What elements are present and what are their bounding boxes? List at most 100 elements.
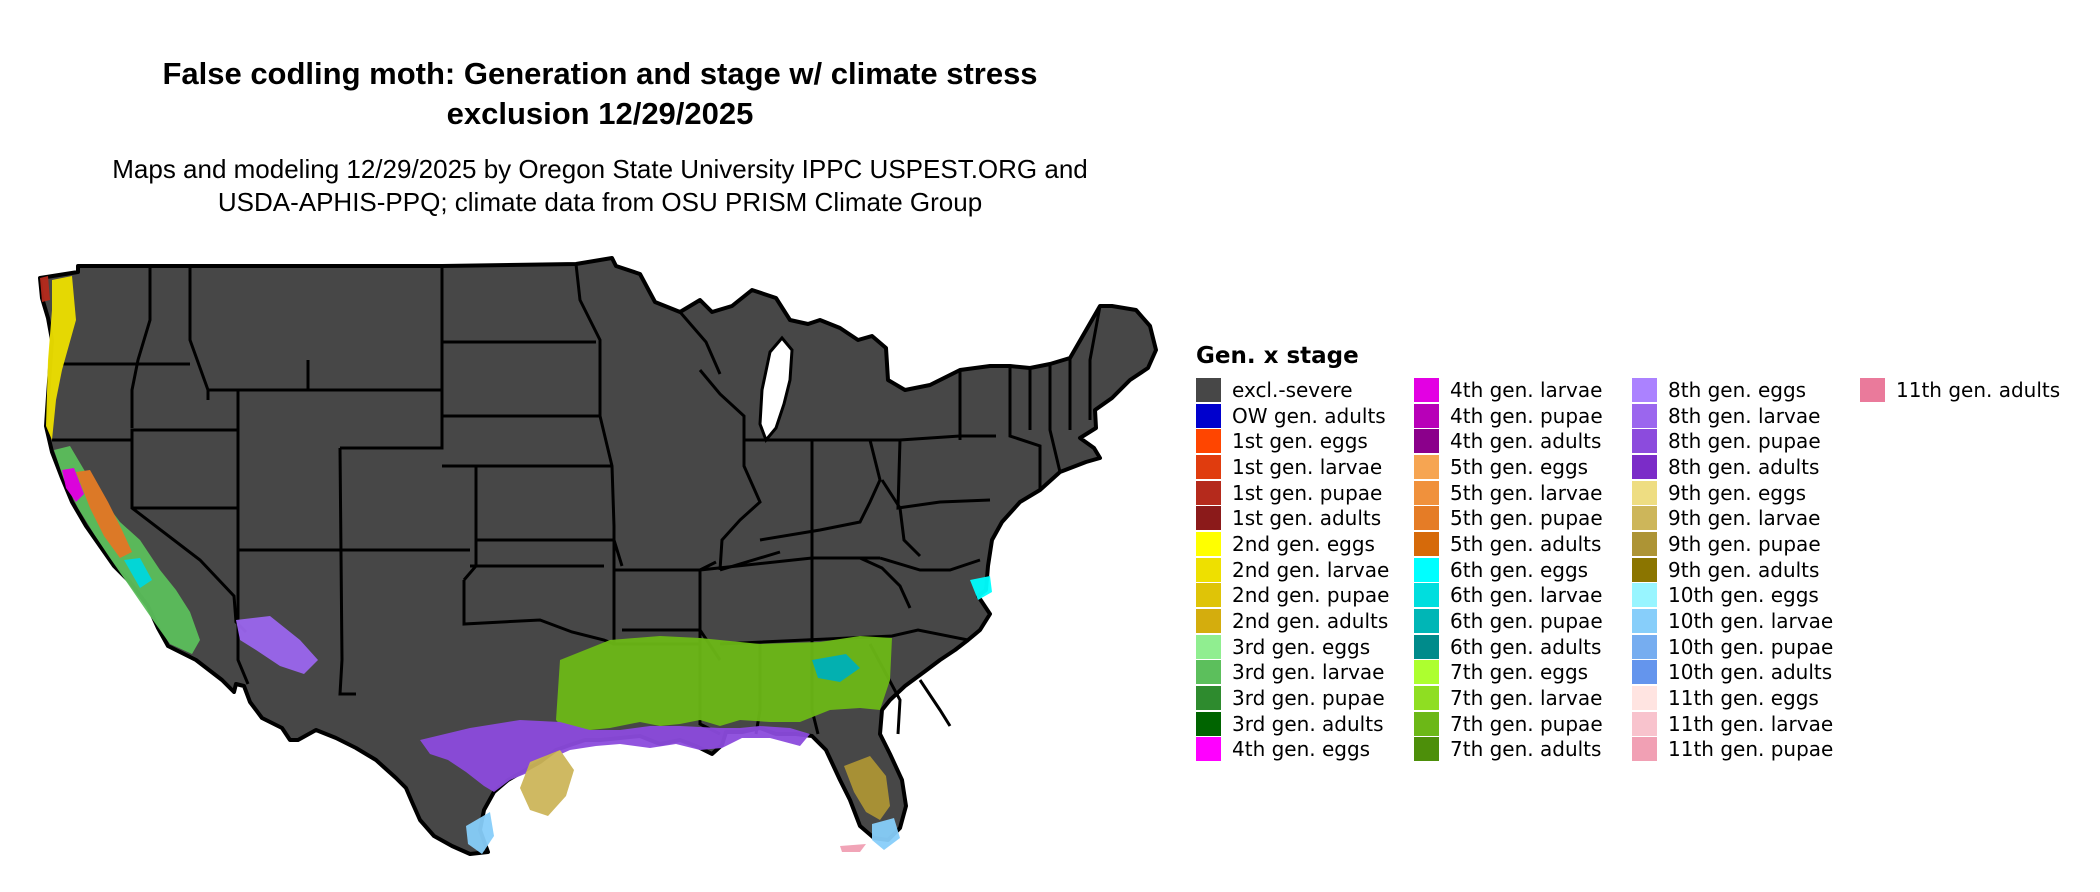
legend-item: 6th gen. pupae xyxy=(1414,608,1632,634)
us-map xyxy=(38,256,1158,856)
legend-swatch xyxy=(1632,454,1657,479)
legend-label: 2nd gen. pupae xyxy=(1232,583,1390,608)
legend-grid: excl.-severe OW gen. adults 1st gen. eggs 1… xyxy=(1196,377,2100,762)
legend-swatch xyxy=(1414,377,1439,402)
legend-item: 7th gen. larvae xyxy=(1414,685,1632,711)
zone-nc-coast-cyan xyxy=(970,576,992,600)
legend-label: 7th gen. larvae xyxy=(1450,686,1603,711)
legend-item: 9th gen. pupae xyxy=(1632,531,1860,557)
legend-swatch xyxy=(1632,737,1657,762)
legend-label: 5th gen. larvae xyxy=(1450,480,1603,505)
legend-label: 3rd gen. eggs xyxy=(1232,634,1371,659)
legend-swatch xyxy=(1632,660,1657,685)
legend-swatch xyxy=(1414,480,1439,505)
legend-label: 3rd gen. pupae xyxy=(1232,686,1385,711)
legend-swatch xyxy=(1196,711,1221,736)
legend-swatch xyxy=(1196,506,1221,531)
legend-label: 1st gen. pupae xyxy=(1232,480,1383,505)
legend-swatch xyxy=(1414,609,1439,634)
legend-swatch xyxy=(1196,454,1221,479)
legend-label: 6th gen. larvae xyxy=(1450,583,1603,608)
legend-item: 10th gen. larvae xyxy=(1632,608,1860,634)
legend-swatch xyxy=(1196,480,1221,505)
zone-gulf-purple xyxy=(420,720,810,792)
legend-swatch xyxy=(1414,737,1439,762)
legend-label: 9th gen. pupae xyxy=(1668,531,1821,556)
legend-swatch xyxy=(1632,480,1657,505)
legend: Gen. x stage excl.-severe OW gen. adults 1… xyxy=(1196,343,2100,762)
legend-item: 6th gen. eggs xyxy=(1414,557,1632,583)
legend-label: 6th gen. adults xyxy=(1450,634,1602,659)
zone-southeast-teal xyxy=(812,654,860,682)
legend-item: excl.-severe xyxy=(1196,377,1414,403)
legend-label: 2nd gen. adults xyxy=(1232,609,1389,634)
legend-label: 5th gen. eggs xyxy=(1450,454,1589,479)
legend-item: 3rd gen. adults xyxy=(1196,711,1414,737)
legend-swatch xyxy=(1632,506,1657,531)
zone-texas-blue xyxy=(466,812,494,854)
legend-label: 1st gen. larvae xyxy=(1232,454,1383,479)
legend-item: 5th gen. adults xyxy=(1414,531,1632,557)
legend-item: 2nd gen. pupae xyxy=(1196,583,1414,609)
legend-item: 7th gen. adults xyxy=(1414,737,1632,763)
legend-item: 1st gen. eggs xyxy=(1196,428,1414,454)
map-title-line-1: False codling moth: Generation and stage… xyxy=(162,56,1038,91)
legend-label: 6th gen. eggs xyxy=(1450,557,1589,582)
legend-item: 4th gen. pupae xyxy=(1414,403,1632,429)
legend-swatch xyxy=(1196,686,1221,711)
legend-swatch xyxy=(1196,557,1221,582)
zone-west-coast-red xyxy=(40,276,50,302)
legend-item: 11th gen. pupae xyxy=(1632,737,1860,763)
legend-item: 5th gen. eggs xyxy=(1414,454,1632,480)
legend-item: 1st gen. adults xyxy=(1196,505,1414,531)
legend-item: 4th gen. larvae xyxy=(1414,377,1632,403)
legend-item: 5th gen. pupae xyxy=(1414,505,1632,531)
legend-item: 9th gen. eggs xyxy=(1632,480,1860,506)
zone-west-coast-yellow xyxy=(46,276,76,440)
legend-swatch xyxy=(1196,429,1221,454)
legend-label: 9th gen. adults xyxy=(1668,557,1820,582)
legend-swatch xyxy=(1196,609,1221,634)
map-title-line-2: exclusion 12/29/2025 xyxy=(446,96,754,131)
legend-swatch xyxy=(1196,377,1221,402)
legend-label: 1st gen. eggs xyxy=(1232,429,1368,454)
legend-item: 8th gen. adults xyxy=(1632,454,1860,480)
legend-item: 2nd gen. larvae xyxy=(1196,557,1414,583)
legend-swatch xyxy=(1414,506,1439,531)
legend-swatch xyxy=(1196,531,1221,556)
zone-florida-gold xyxy=(844,756,890,820)
zone-arizona-purple xyxy=(236,616,318,674)
legend-label: 10th gen. larvae xyxy=(1668,609,1834,634)
zone-texas-tan xyxy=(520,750,574,816)
legend-swatch xyxy=(1632,403,1657,428)
legend-label: 11th gen. pupae xyxy=(1668,737,1834,762)
legend-item: 3rd gen. pupae xyxy=(1196,685,1414,711)
legend-item: 11th gen. eggs xyxy=(1632,685,1860,711)
legend-label: 4th gen. eggs xyxy=(1232,737,1371,762)
zone-florida-blue xyxy=(872,818,900,850)
legend-swatch xyxy=(1196,660,1221,685)
legend-label: 2nd gen. eggs xyxy=(1232,531,1375,556)
legend-label: 3rd gen. adults xyxy=(1232,711,1384,736)
legend-label: 10th gen. adults xyxy=(1668,660,1833,685)
legend-swatch xyxy=(1414,454,1439,479)
legend-item: 1st gen. pupae xyxy=(1196,480,1414,506)
legend-title: Gen. x stage xyxy=(1196,343,1359,369)
lake-michigan xyxy=(758,335,794,443)
zone-gulf-green xyxy=(556,636,892,736)
legend-label: 11th gen. eggs xyxy=(1668,686,1819,711)
zone-california-cyan xyxy=(124,558,152,588)
legend-swatch xyxy=(1414,531,1439,556)
legend-label: 7th gen. adults xyxy=(1450,737,1602,762)
legend-label: 4th gen. adults xyxy=(1450,429,1602,454)
legend-item: 8th gen. pupae xyxy=(1632,428,1860,454)
legend-swatch xyxy=(1632,557,1657,582)
legend-swatch xyxy=(1414,660,1439,685)
legend-swatch xyxy=(1414,634,1439,659)
legend-item: 11th gen. adults xyxy=(1860,377,2100,403)
legend-item: 11th gen. larvae xyxy=(1632,711,1860,737)
legend-label: 4th gen. larvae xyxy=(1450,377,1603,402)
legend-swatch xyxy=(1632,634,1657,659)
legend-label: 10th gen. pupae xyxy=(1668,634,1834,659)
legend-swatch xyxy=(1414,686,1439,711)
